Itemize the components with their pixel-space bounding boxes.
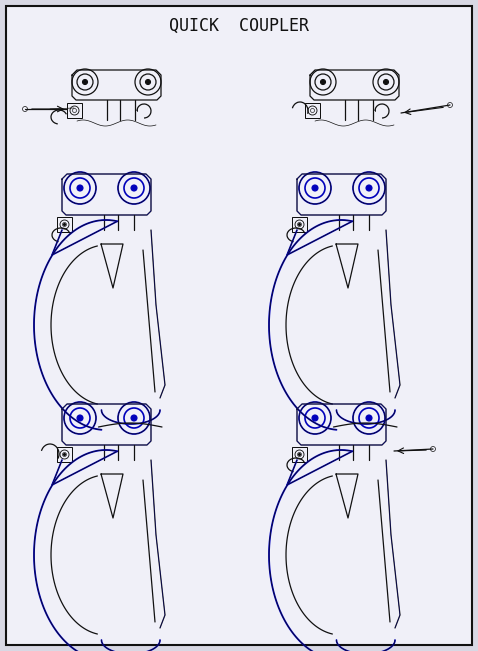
Bar <box>292 447 307 462</box>
Circle shape <box>383 79 389 85</box>
Bar <box>67 103 82 118</box>
Text: QUICK  COUPLER: QUICK COUPLER <box>169 17 309 35</box>
Circle shape <box>145 79 151 85</box>
Circle shape <box>77 185 83 191</box>
Bar <box>305 103 320 118</box>
Bar <box>57 447 72 462</box>
Circle shape <box>366 185 372 191</box>
Circle shape <box>312 185 318 191</box>
Circle shape <box>312 415 318 421</box>
Circle shape <box>321 79 326 85</box>
Circle shape <box>298 454 301 456</box>
Circle shape <box>83 79 87 85</box>
Circle shape <box>77 415 83 421</box>
Circle shape <box>64 223 65 225</box>
Circle shape <box>366 415 372 421</box>
Circle shape <box>131 415 137 421</box>
Circle shape <box>131 185 137 191</box>
Circle shape <box>298 223 301 225</box>
Bar <box>292 217 307 232</box>
Circle shape <box>64 454 65 456</box>
Bar <box>57 217 72 232</box>
